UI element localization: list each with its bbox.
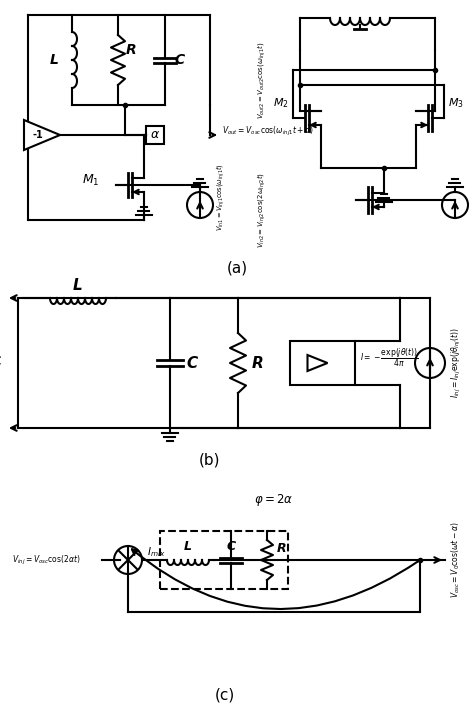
Bar xyxy=(146,126,164,144)
Text: L: L xyxy=(184,540,192,552)
Text: $I_{inj}=I_{inj}\exp(j\theta_{inj}(t))$: $I_{inj}=I_{inj}\exp(j\theta_{inj}(t))$ xyxy=(450,327,463,398)
Text: $V_{out2}=V_{out2}\cos(\omega_{inj1}t)$: $V_{out2}=V_{out2}\cos(\omega_{inj1}t)$ xyxy=(256,41,268,119)
Text: $M_3$: $M_3$ xyxy=(448,96,464,110)
Text: $M_1$: $M_1$ xyxy=(82,173,100,187)
Text: $I=-\dfrac{\exp(j\theta(t))}{4\pi}$: $I=-\dfrac{\exp(j\theta(t))}{4\pi}$ xyxy=(360,346,419,369)
Text: L: L xyxy=(50,53,58,67)
Text: R: R xyxy=(277,542,287,555)
Text: L: L xyxy=(73,278,83,293)
Text: -1: -1 xyxy=(33,130,44,140)
Text: R: R xyxy=(126,43,137,57)
Text: $V_{inj}=V_{osc}\cos(2\alpha t)$: $V_{inj}=V_{osc}\cos(2\alpha t)$ xyxy=(12,554,81,567)
Text: $\alpha$: $\alpha$ xyxy=(150,129,160,141)
Text: $M_2$: $M_2$ xyxy=(273,96,289,110)
Text: C: C xyxy=(186,356,197,371)
Text: (c): (c) xyxy=(215,687,235,702)
Text: $V_{osc}=V_0\cos(\omega t-\alpha)$: $V_{osc}=V_0\cos(\omega t-\alpha)$ xyxy=(450,522,463,599)
Text: $V_{out}=V_{osc}\cos(\omega_{inj1}t+\alpha)$: $V_{out}=V_{osc}\cos(\omega_{inj1}t+\alp… xyxy=(222,124,314,138)
Text: $I_{mix}$: $I_{mix}$ xyxy=(147,545,165,559)
Text: $V_{in1}=V_{inj1}\cos(\omega_{inj1}t)$: $V_{in1}=V_{inj1}\cos(\omega_{inj1}t)$ xyxy=(215,163,228,231)
Text: $\varphi=2\alpha$: $\varphi=2\alpha$ xyxy=(255,492,293,508)
Text: R: R xyxy=(252,356,264,371)
Text: C: C xyxy=(227,540,236,552)
Text: C: C xyxy=(175,53,185,67)
Text: $V_{in2}=V_{inj2}\cos(2\omega_{inj2}t)$: $V_{in2}=V_{inj2}\cos(2\omega_{inj2}t)$ xyxy=(256,172,268,248)
Text: (b): (b) xyxy=(199,452,221,467)
Text: $A(t)\exp(j\theta(t))$: $A(t)\exp(j\theta(t))$ xyxy=(0,334,4,391)
Text: (a): (a) xyxy=(227,261,247,275)
Bar xyxy=(290,341,355,385)
Bar xyxy=(160,531,288,589)
